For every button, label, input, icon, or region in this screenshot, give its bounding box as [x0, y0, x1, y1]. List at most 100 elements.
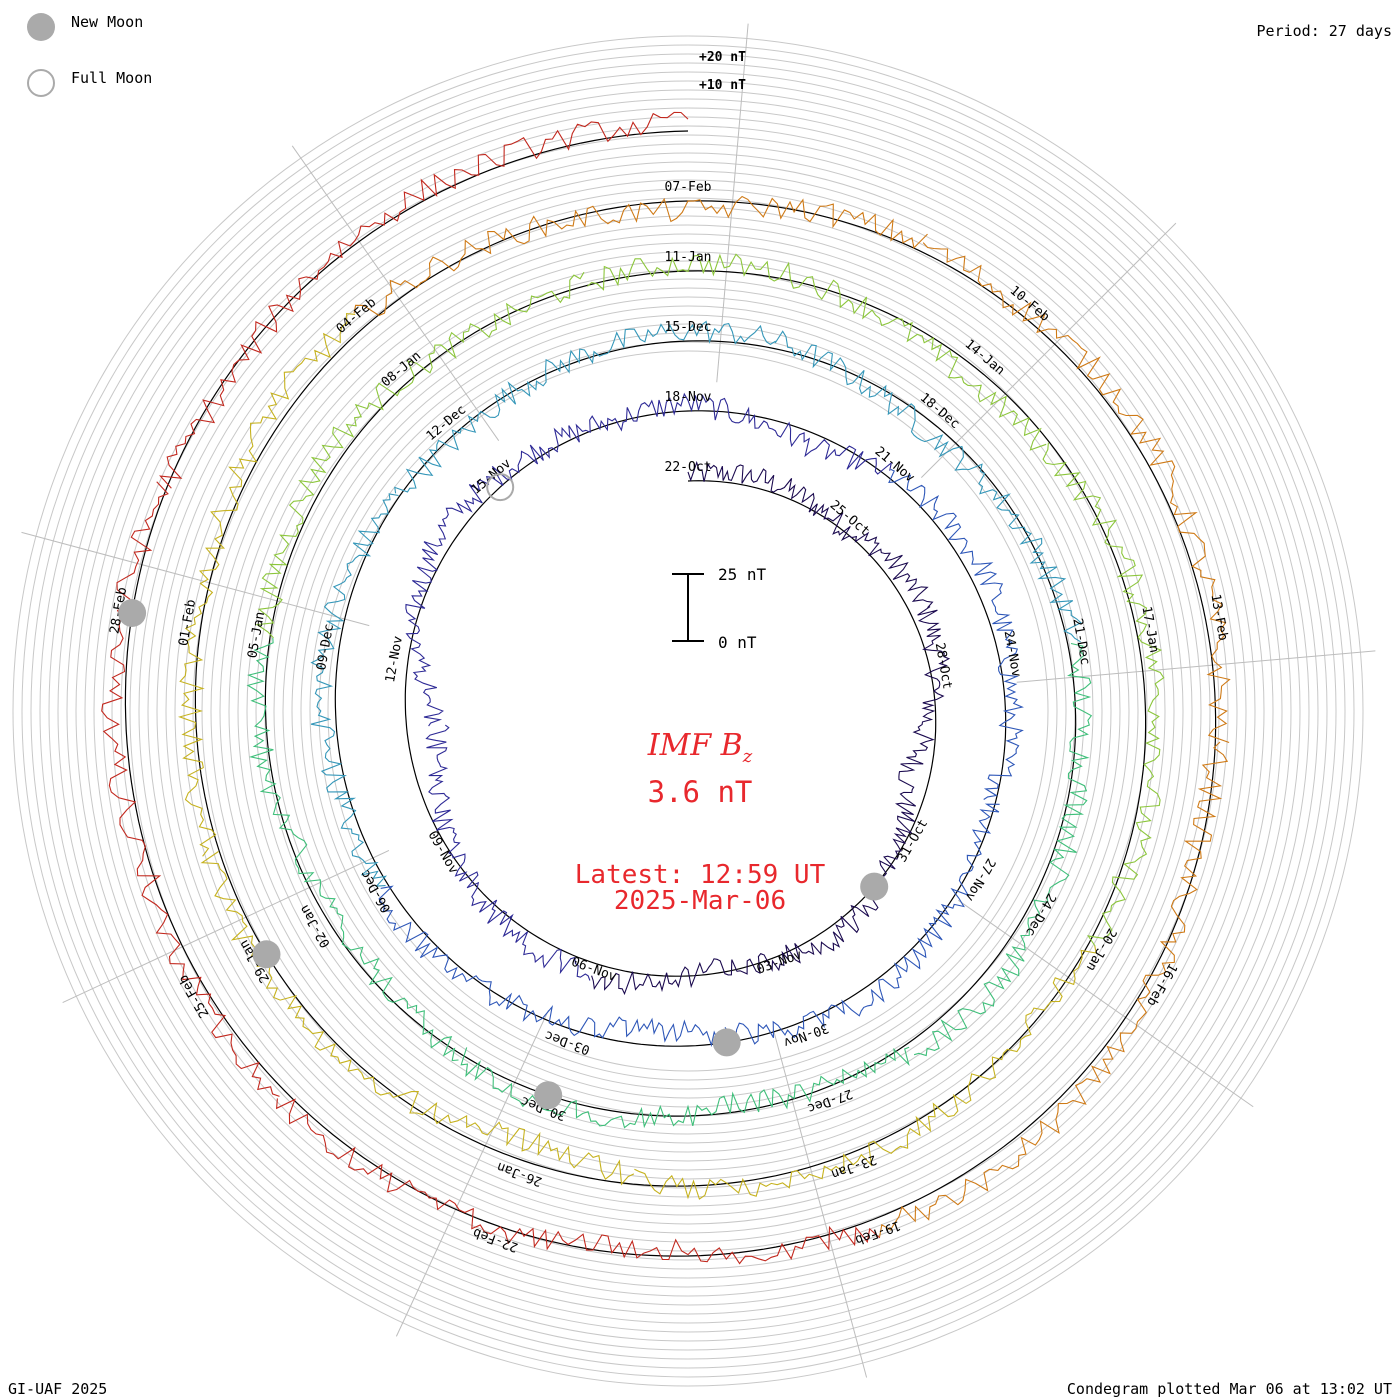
date-label: 19-Feb — [853, 1217, 902, 1247]
date-label: 15-Dec — [665, 320, 712, 335]
grid-ring — [129, 152, 1247, 1270]
bz-trace-segment — [1042, 442, 1165, 947]
date-label: 04-Feb — [334, 295, 380, 337]
period-label: Period: 27 days — [1256, 22, 1392, 40]
bz-trace-segment — [246, 637, 459, 1062]
bz-trace-segment — [378, 885, 727, 1048]
date-label: 28-Oct — [932, 642, 955, 691]
bz-trace-segment — [724, 803, 1000, 1046]
grid-spoke — [21, 531, 370, 627]
bz-trace-segment — [405, 444, 559, 727]
grid-spoke — [920, 222, 1177, 479]
grid-ring — [12, 35, 1364, 1387]
bz-trace-segment — [634, 945, 1097, 1200]
ring-reference-labels: +20 nT +10 nT — [699, 50, 746, 93]
bz-trace-segment — [875, 606, 951, 890]
date-label: 12-Nov — [383, 635, 406, 684]
full-moon-marker — [486, 473, 515, 502]
grid-ring — [111, 134, 1265, 1288]
ring-ref-label-20: +20 nT — [699, 50, 746, 65]
bz-trace-segment — [353, 195, 928, 317]
date-label: 17-Jan — [1138, 605, 1161, 654]
grid-ring — [327, 350, 1049, 1072]
bz-trace-segment — [687, 460, 934, 609]
new-moon-marker — [118, 599, 147, 627]
grid-ring — [147, 170, 1229, 1252]
parameter-title: IMF Bz — [0, 728, 1400, 767]
grid-ring — [174, 197, 1202, 1225]
grid-ring — [57, 80, 1319, 1342]
plotted-timestamp: Condegram plotted Mar 06 at 13:02 UT — [1066, 1380, 1392, 1398]
zero-baseline-spiral — [124, 130, 1217, 1257]
date-label: 18-Nov — [665, 390, 712, 405]
date-label: 06-Nov — [569, 955, 618, 985]
grid-ring — [93, 116, 1283, 1306]
date-label: 03-Dec — [543, 1027, 592, 1057]
credit-label: GI-UAF 2025 — [8, 1380, 108, 1398]
ring-grid — [12, 23, 1376, 1387]
grid-ring — [21, 44, 1355, 1378]
bz-trace-segment — [888, 468, 1024, 800]
grid-spoke — [716, 23, 749, 383]
parameter-value: 3.6 nT — [647, 775, 753, 809]
new-moon-marker — [712, 1028, 741, 1057]
parameter-subscript: z — [742, 746, 753, 767]
bz-trace-segment — [922, 242, 1231, 744]
date-label: 08-Jan — [379, 349, 425, 391]
grid-spoke — [772, 1029, 868, 1378]
date-label: 21-Nov — [872, 444, 918, 486]
grid-ring — [237, 260, 1139, 1162]
full-moon-legend-label: Full Moon — [71, 69, 153, 87]
date-label: 03-Nov — [755, 947, 804, 977]
bz-trace-segment — [913, 642, 1093, 1057]
parameter-name: IMF B — [647, 728, 743, 763]
bz-trace-segment — [460, 1046, 910, 1129]
grid-ring — [30, 53, 1346, 1369]
date-label: 30-Nov — [781, 1020, 830, 1050]
bz-trace-segment — [587, 253, 1047, 451]
date-label: 11-Jan — [665, 250, 712, 265]
bz-trace-segment — [255, 271, 585, 639]
grid-ring — [156, 179, 1220, 1243]
bz-trace-segment — [774, 330, 1082, 643]
date-label: 24-Nov — [1001, 629, 1024, 678]
bz-trace-segment — [878, 741, 1229, 1238]
scale-bar-bottom-label: 0 nT — [718, 633, 757, 652]
grid-ring — [210, 233, 1166, 1189]
bz-trace-segment — [553, 392, 893, 475]
data-trace — [101, 111, 1231, 1265]
grid-ring — [48, 71, 1328, 1351]
full-moon-icon — [27, 69, 55, 97]
ring-ref-label-10: +10 nT — [699, 78, 746, 93]
bz-trace-segment — [200, 851, 635, 1186]
grid-ring — [66, 89, 1310, 1333]
date-label: 25-Feb — [176, 972, 213, 1020]
grid-ring — [138, 161, 1238, 1261]
grid-ring — [84, 107, 1292, 1315]
grid-ring — [219, 242, 1157, 1180]
date-label: 18-Dec — [917, 390, 963, 432]
grid-ring — [102, 125, 1274, 1297]
grid-ring — [309, 332, 1067, 1090]
grid-ring — [273, 296, 1103, 1126]
new-moon-marker — [252, 940, 281, 969]
grid-spoke — [958, 899, 1254, 1108]
date-labels: 22-Oct25-Oct28-Oct31-Oct03-Nov06-Nov09-N… — [107, 180, 1230, 1255]
date-label: 22-Oct — [665, 460, 712, 475]
grid-spoke — [291, 145, 500, 441]
grid-ring — [255, 278, 1121, 1144]
grid-ring — [39, 62, 1337, 1360]
date-label: 21-Dec — [1069, 617, 1092, 666]
grid-ring — [165, 188, 1211, 1234]
date-label: 05-Jan — [245, 611, 268, 660]
scale-bar-top-label: 25 nT — [718, 565, 767, 584]
date-label: 22-Feb — [471, 1224, 520, 1254]
date-label: 01-Feb — [176, 598, 199, 647]
grid-spoke — [395, 1009, 549, 1337]
latest-time: Latest: 12:59 UT — [574, 860, 826, 890]
bz-trace-segment — [159, 111, 689, 489]
new-moon-marker — [860, 872, 889, 901]
grid-ring — [75, 98, 1301, 1324]
bz-trace-segment — [101, 481, 280, 1097]
bz-trace-segment — [394, 320, 776, 494]
